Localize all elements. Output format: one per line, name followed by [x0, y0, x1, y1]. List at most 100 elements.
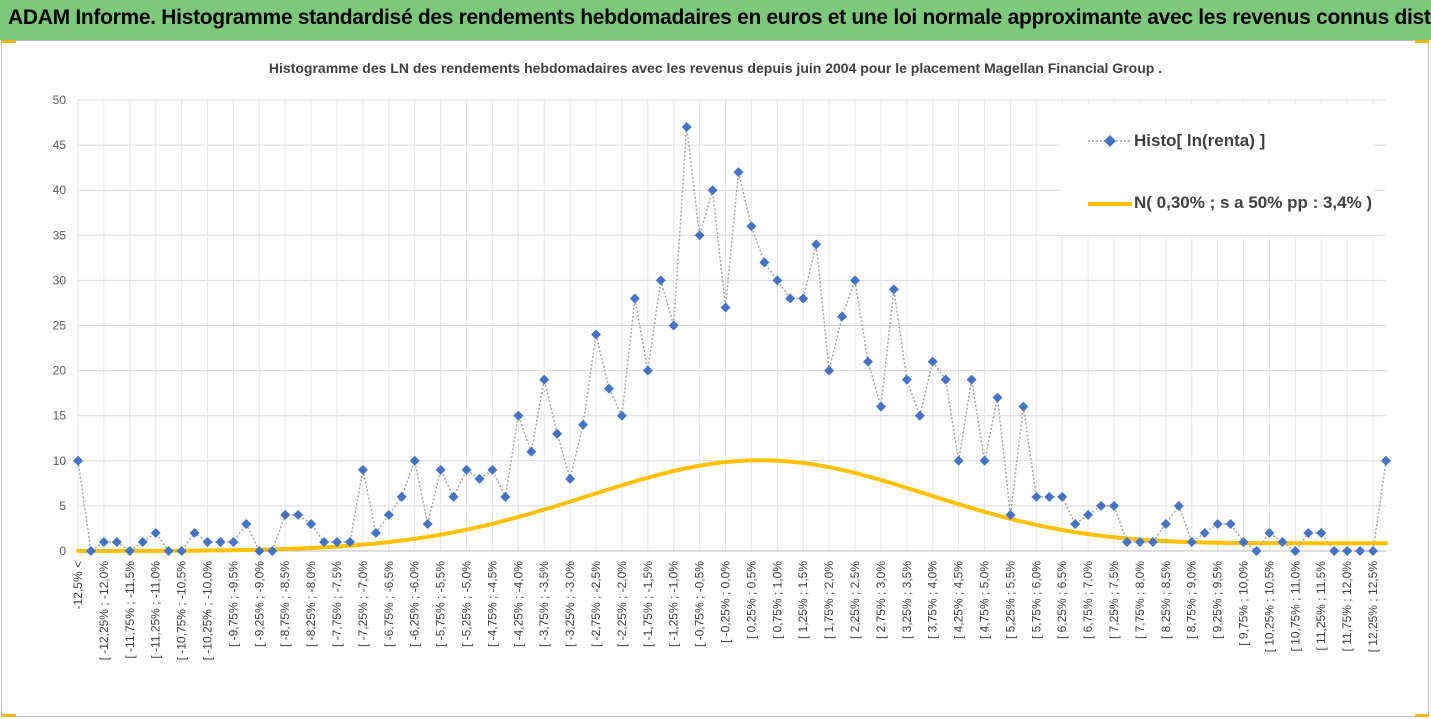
x-tick-label: [ -4,75% ; -4,5% — [485, 561, 499, 647]
histogram-point — [85, 546, 96, 556]
histogram-point — [1225, 518, 1236, 529]
histogram-point — [616, 410, 627, 421]
histogram-point — [319, 536, 330, 547]
x-tick-label: [ 1,25% ; 1,5% — [796, 561, 810, 639]
x-tick-label: [ 3,25% ; 3,5% — [900, 561, 914, 639]
y-tick-label: 10 — [53, 454, 67, 468]
histogram-point — [241, 518, 252, 529]
x-tick-label: [ -1,25% ; -1,0% — [667, 561, 681, 647]
histogram-point — [267, 546, 278, 556]
legend: Histo[ ln(renta) ] N( 0,30% ; s a 50% pp… — [1060, 105, 1375, 235]
chart-frame — [1, 40, 1429, 717]
x-tick-label: -12,5% < — [71, 561, 85, 609]
x-tick-label: [ -8,25% ; -8,0% — [304, 561, 318, 647]
legend-item-normal: N( 0,30% ; s a 50% pp : 3,4% ) — [1060, 189, 1375, 219]
histogram-point — [1173, 500, 1184, 511]
x-tick-label: [ -7,75% ; -7,5% — [330, 561, 344, 647]
histogram-point — [306, 518, 317, 529]
x-tick-label: [ -3,25% ; -3,0% — [563, 561, 577, 647]
x-tick-label: [ 6,75% ; 7,0% — [1081, 561, 1095, 639]
y-tick-label: 50 — [53, 93, 67, 107]
histogram-point — [1199, 527, 1210, 538]
histogram-point — [668, 320, 679, 331]
x-tick-label: [ 4,75% ; 5,0% — [978, 561, 992, 639]
histogram-point — [254, 546, 265, 556]
histogram-point — [280, 509, 291, 520]
histogram-point — [629, 293, 640, 304]
x-tick-label: [ 9,25% ; 9,5% — [1211, 561, 1225, 639]
histogram-point — [733, 167, 744, 178]
histogram-point — [772, 275, 783, 286]
normal-curve-line — [76, 458, 1388, 553]
x-tick-label: [ 10,25% ; 10,5% — [1262, 561, 1276, 653]
histogram-point — [1070, 518, 1081, 529]
y-tick-label: 25 — [53, 319, 67, 333]
histogram-point — [603, 383, 614, 394]
x-tick-label: [ -5,25% ; -5,0% — [460, 561, 474, 647]
legend-histo-swatch — [1088, 135, 1132, 147]
histogram-point — [73, 455, 83, 466]
histogram-point — [513, 410, 524, 421]
x-tick-label: [ -6,25% ; -6,0% — [408, 561, 422, 647]
histogram-point — [914, 410, 925, 421]
histogram-point — [1316, 527, 1327, 538]
histogram-point — [500, 491, 511, 502]
histogram-point — [1303, 527, 1314, 538]
x-tick-label: [ 6,25% ; 6,5% — [1055, 561, 1069, 639]
normal-curve-series — [76, 458, 1388, 553]
x-tick-label: [ 11,25% ; 11,5% — [1314, 561, 1328, 651]
histogram-point — [487, 464, 498, 475]
x-tick-label: [ 7,25% ; 7,5% — [1107, 561, 1121, 639]
x-tick-label: [ 5,75% ; 6,0% — [1029, 561, 1043, 639]
histogram-point — [396, 491, 407, 502]
x-tick-label: [ -11,25% ; -11,0% — [149, 561, 163, 659]
x-tick-label: [ 10,75% ; 11,0% — [1288, 561, 1302, 652]
histogram-point — [1147, 536, 1158, 547]
histogram-point — [422, 518, 433, 529]
histogram-point — [1251, 546, 1262, 556]
x-tick-label: [ -6,75% ; -6,5% — [382, 561, 396, 647]
x-tick-label: [ -9,25% ; -9,0% — [252, 561, 266, 647]
x-tick-label: [ 12,25% ; 12,5% — [1366, 561, 1380, 653]
x-tick-label: [ -1,75% ; -1,5% — [641, 561, 655, 647]
histogram-point — [927, 356, 938, 367]
histogram-point — [1186, 536, 1197, 547]
histogram-point — [124, 546, 135, 556]
histogram-series — [73, 122, 1391, 556]
histogram-point — [1044, 491, 1055, 502]
y-tick-label: 20 — [53, 364, 67, 378]
histogram-point — [228, 536, 239, 547]
histogram-point — [979, 455, 990, 466]
histogram-point — [1160, 518, 1171, 529]
histogram-point — [383, 509, 394, 520]
x-tick-label: [ 3,75% ; 4,0% — [926, 561, 940, 639]
histogram-point — [578, 419, 589, 430]
x-tick-label: [ 7,75% ; 8,0% — [1133, 561, 1147, 639]
x-tick-label: [ 2,75% ; 3,0% — [874, 561, 888, 639]
x-tick-label: [ -2,25% ; -2,0% — [615, 561, 629, 647]
x-tick-label: [ 1,75% ; 2,0% — [822, 561, 836, 639]
histogram-point — [759, 257, 770, 268]
x-tick-label: [ 0,25% ; 0,5% — [744, 561, 758, 639]
histogram-point — [1031, 491, 1042, 502]
histogram-point — [940, 374, 951, 385]
histogram-point — [837, 311, 848, 322]
chart-title: Histogramme des LN des rendements hebdom… — [268, 60, 1163, 76]
legend-item-histo: Histo[ ln(renta) ] — [1060, 127, 1375, 157]
x-tick-label: [ -10,75% ; -10,5% — [175, 561, 189, 661]
x-tick-label: [ 0,75% ; 1,0% — [770, 561, 784, 639]
histogram-point — [370, 527, 381, 538]
histogram-point — [357, 464, 368, 475]
histogram-point — [1018, 401, 1029, 412]
histogram-point — [1290, 546, 1301, 556]
histogram-point — [474, 473, 485, 484]
histogram-point — [293, 509, 304, 520]
histogram-point — [344, 536, 355, 547]
report-banner: ADAM Informe. Histogramme standardisé de… — [0, 0, 1431, 40]
histogram-point — [163, 546, 174, 556]
x-tick-label: [ 8,25% ; 8,5% — [1159, 561, 1173, 639]
histogram-point — [539, 374, 550, 385]
y-tick-label: 30 — [53, 273, 67, 287]
x-tick-label: [ -3,75% ; -3,5% — [537, 561, 551, 647]
